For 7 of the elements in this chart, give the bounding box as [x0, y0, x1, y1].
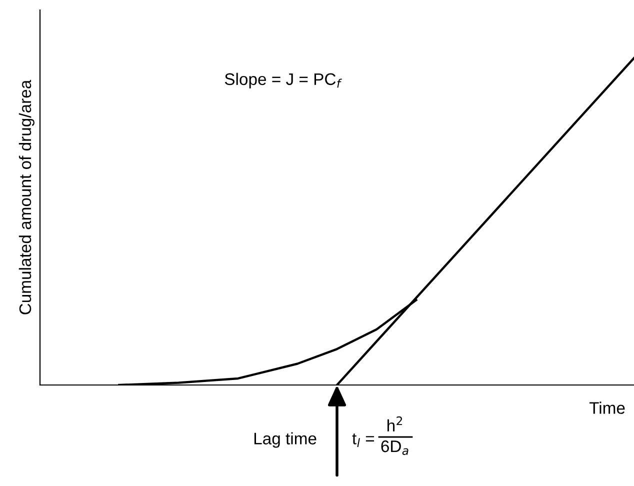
text: Lag time — [254, 432, 316, 448]
text: 6D$_{a}$ — [381, 440, 408, 455]
annotation: Slope = J = PC$_{f}$ — [224, 72, 342, 88]
text: h$^{2}$ — [387, 416, 402, 432]
text: t$_{l}$ = — [352, 433, 374, 447]
x-axis-title: Time — [589, 402, 625, 414]
y-axis-title: Cumulated amount of drug/area — [18, 80, 34, 314]
